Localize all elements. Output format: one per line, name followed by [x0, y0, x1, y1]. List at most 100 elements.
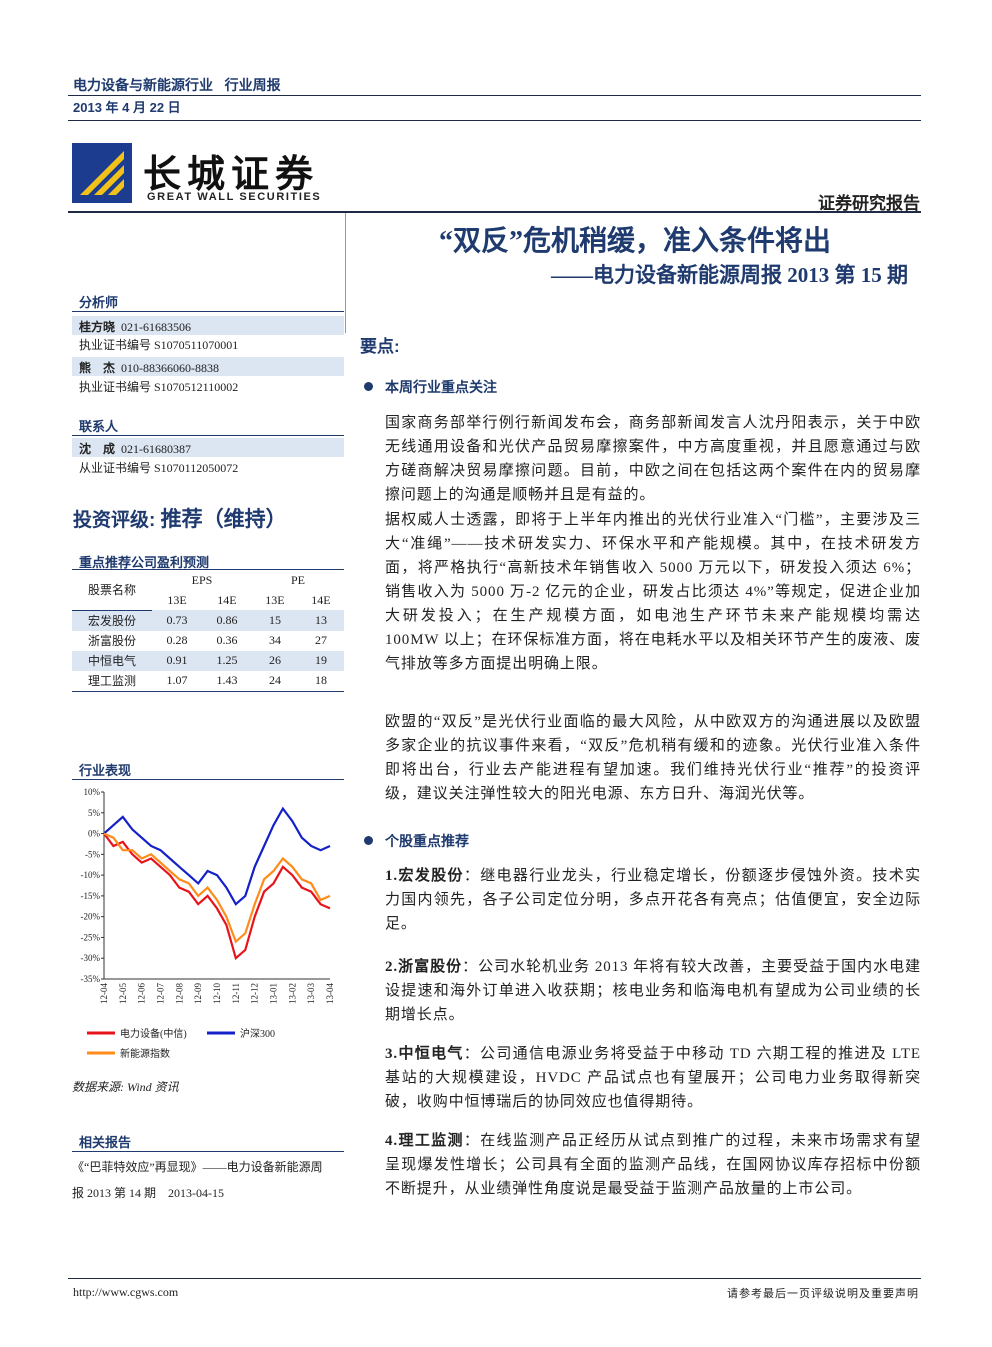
table-cell: 24: [268, 673, 281, 687]
bullet: [364, 382, 373, 391]
rule: [68, 95, 921, 96]
contact-cert: 从业证书编号 S1070112050072: [79, 461, 239, 475]
table-title: 重点推荐公司盈利预测: [79, 555, 210, 570]
rule: [72, 311, 344, 312]
source: 数据来源: Wind 资讯: [72, 1080, 179, 1094]
legend-label: 新能源指数: [120, 1047, 170, 1060]
x-tick-label: 12-05: [118, 983, 128, 1004]
table-cell: 0.73: [152, 610, 202, 631]
table-cell: 27: [314, 633, 327, 647]
section-heading: 个股重点推荐: [385, 833, 469, 849]
report-kind: 行业周报: [224, 77, 281, 93]
paragraph: 欧盟的“双反”是光伏行业面临的最大风险，从中欧双方的沟通进展以及欧盟多家企业的抗…: [385, 714, 921, 802]
analyst-name: 熊 杰: [79, 361, 116, 375]
x-tick-label: 12-07: [156, 983, 166, 1004]
table-cell: 0.36: [216, 633, 238, 647]
bullet: [364, 836, 373, 845]
related-report: 报 2013 第 14 期 2013-04-15: [72, 1186, 224, 1200]
report-type: 证券研究报告: [818, 194, 920, 213]
y-tick-label: -10%: [81, 870, 101, 880]
rating: 推荐（维持）: [160, 508, 287, 531]
company-en: GREAT WALL SECURITIES: [147, 191, 322, 203]
table-subheader: 13E: [167, 592, 187, 607]
x-tick-label: 12-06: [137, 983, 147, 1004]
stock-text: ：继电器行业龙头，行业稳定增长，份额逐步侵蚀外资。技术实力国内领先，各子公司定位…: [385, 868, 922, 932]
x-tick-label: 12-11: [231, 983, 241, 1004]
table-cell: 理工监测: [87, 674, 136, 688]
header-industry: 电力设备与新能源行业 行业周报: [73, 75, 281, 95]
table-header: EPS: [191, 572, 213, 587]
x-tick-label: 12-09: [193, 983, 203, 1004]
industry: 电力设备与新能源行业: [73, 77, 213, 93]
table-cell: 15: [251, 610, 298, 631]
stock-label: 4.理工监测: [385, 1133, 464, 1149]
paragraph: 国家商务部举行例行新闻发布会，商务部新闻发言人沈丹阳表示，关于中欧无线通用设备和…: [385, 415, 921, 503]
x-tick-label: 13-02: [287, 983, 297, 1004]
x-tick-label: 13-04: [325, 983, 335, 1004]
table-cell: 0.28: [166, 633, 188, 647]
table-header: PE: [290, 572, 305, 587]
rule: [68, 211, 921, 213]
series-line: [103, 832, 331, 944]
table-subheader: 14E: [217, 592, 237, 607]
x-tick-label: 12-08: [174, 983, 184, 1004]
paragraph: 据权威人士透露，即将于上半年内推出的光伏行业准入“门槛”，主要涉及三大“准绳”—…: [385, 512, 921, 672]
rule: [72, 779, 344, 780]
legend-label: 电力设备(中信): [120, 1027, 187, 1040]
table-cell: 0.91: [152, 650, 202, 671]
y-tick-label: -25%: [81, 932, 101, 942]
series-line: [103, 832, 331, 961]
footer-url: http://www.cgws.com: [73, 1285, 179, 1299]
table-cell: 18: [314, 673, 327, 687]
section-heading: 联系人: [79, 419, 119, 434]
rule: [72, 435, 344, 436]
y-tick-label: 0%: [88, 829, 101, 839]
y-tick-label: -15%: [81, 891, 101, 901]
logo: [72, 143, 132, 203]
subtitle: ——电力设备新能源周报 2013 第 15 期: [551, 263, 908, 287]
table-row: 中恒电气 0.91 1.25 26 19: [72, 650, 344, 671]
table-cell: 1.43: [216, 673, 238, 687]
y-tick-label: -35%: [81, 974, 101, 984]
stock-item: 2.浙富股份：公司水轮机业务 2013 年将有较大改善，主要受益于国内水电建设提…: [385, 955, 921, 1027]
rating-label: 投资评级:: [73, 510, 156, 531]
table-row: 浙富股份 0.28 0.36 34 27: [72, 631, 344, 651]
y-tick-label: -5%: [85, 849, 100, 859]
analyst-cert: 执业证书编号 S1070511070001: [79, 338, 239, 352]
contact-name: 沈 成: [79, 442, 116, 456]
table-cell: 19: [297, 650, 344, 671]
x-tick-label: 12-04: [99, 983, 109, 1004]
row-bg: [72, 316, 344, 335]
legend-label: 沪深300: [240, 1027, 275, 1040]
company-cn: 长城证券: [143, 154, 320, 196]
stock-item: 4.理工监测：在线监测产品正经历从试点到推广的过程，未来市场需求有望呈现爆发性增…: [385, 1129, 921, 1201]
analyst-name: 桂方晓: [79, 320, 116, 334]
series-line: [103, 806, 331, 906]
title: “双反”危机稍缓，准入条件将出: [438, 226, 831, 257]
stock-label: 3.中恒电气: [385, 1046, 464, 1062]
stock-label: 2.浙富股份: [385, 959, 463, 975]
table-header: 股票名称: [87, 583, 136, 598]
analyst-phone: 010-88366060-8838: [121, 361, 220, 375]
date: 2013 年 4 月 22 日: [73, 100, 181, 115]
y-tick-label: 10%: [84, 787, 101, 797]
x-tick-label: 12-10: [212, 983, 222, 1004]
stock-item: 3.中恒电气：公司通信电源业务将受益于中移动 TD 六期工程的推进及 LTE 基…: [385, 1042, 921, 1114]
x-tick-label: 13-01: [269, 983, 279, 1004]
row-bg: [72, 438, 344, 457]
stock-text: ：公司水轮机业务 2013 年将有较大改善，主要受益于国内水电建设提速和海外订单…: [385, 959, 921, 1023]
rule: [72, 1151, 344, 1152]
section-heading: 相关报告: [79, 1135, 132, 1150]
stock-text: ：在线监测产品正经历从试点到推广的过程，未来市场需求有望呈现爆发性增长；公司具有…: [385, 1133, 922, 1197]
stock-text: ：公司通信电源业务将受益于中移动 TD 六期工程的推进及 LTE 基站的大规模建…: [385, 1046, 921, 1110]
table-cell: 1.07: [166, 673, 188, 687]
analyst-phone: 021-61683506: [121, 320, 192, 334]
chart-title: 行业表现: [79, 763, 132, 778]
y-tick-label: -20%: [81, 912, 101, 922]
table-subheader: 14E: [311, 592, 331, 607]
rule: [68, 1278, 921, 1279]
table-cell: 宏发股份: [72, 609, 152, 631]
stock-item: 1.宏发股份：继电器行业龙头，行业稳定增长，份额逐步侵蚀外资。技术实力国内领先，…: [385, 864, 921, 936]
stock-label: 1.宏发股份: [385, 868, 464, 884]
